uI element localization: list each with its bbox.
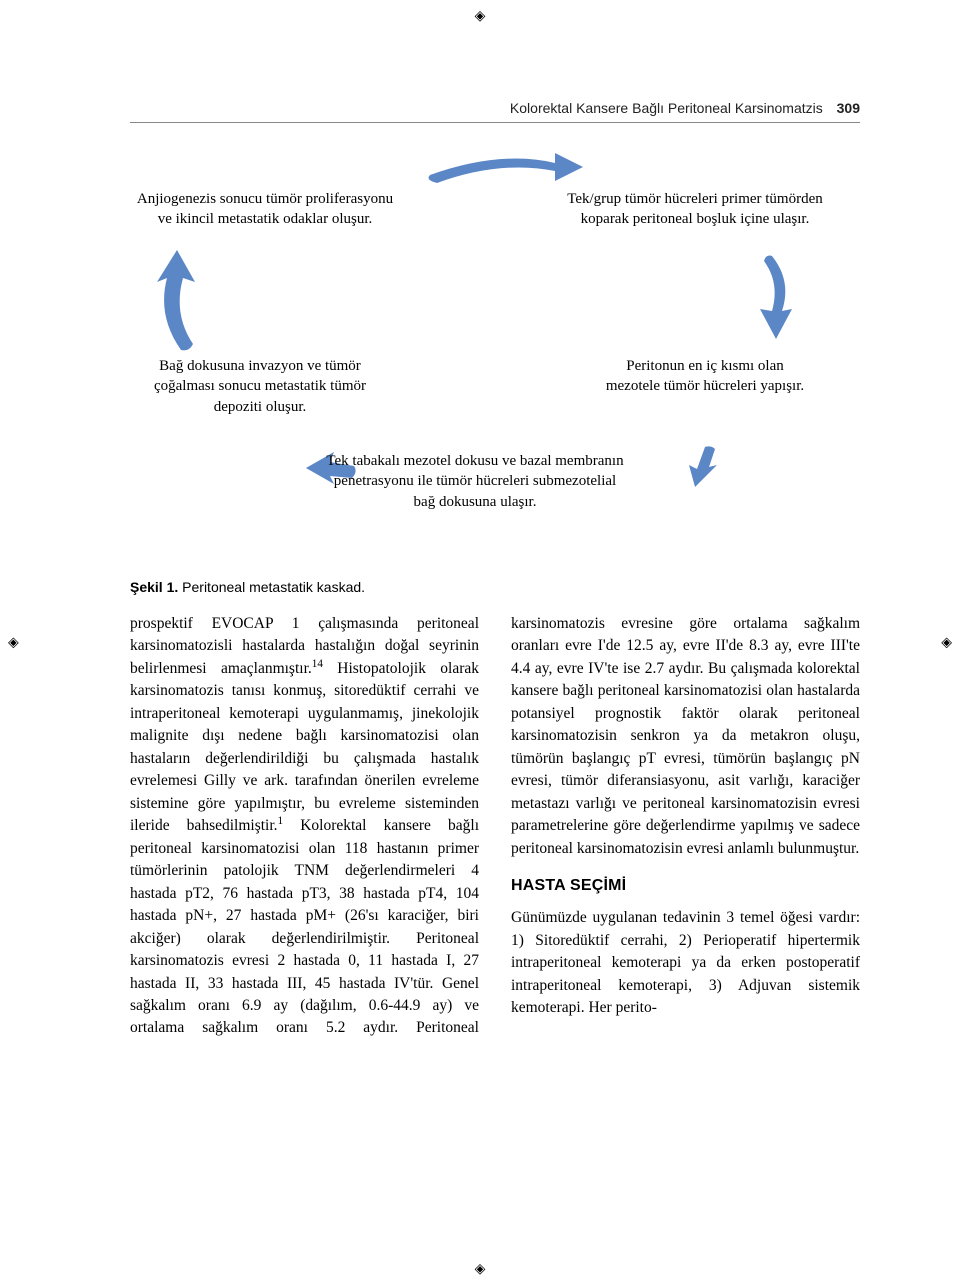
arrow-bottom-right-icon <box>675 441 725 491</box>
diagram-node-4-text: Peritonun en iç kısmı olan mezotele tümö… <box>606 358 804 394</box>
diagram-node-3-text: Bağ dokusuna invazyon ve tümör çoğalması… <box>154 358 366 415</box>
diagram-node-5: Tek tabakalı mezotel dokusu ve bazal mem… <box>325 451 625 512</box>
running-head-title: Kolorektal Kansere Bağlı Peritoneal Kars… <box>510 100 823 116</box>
registration-mark-bottom: ◈ <box>475 1261 486 1278</box>
citation-14: 14 <box>312 658 323 670</box>
body-para1-b: Histopatolojik olarak karsinomatozis tan… <box>130 660 479 834</box>
diagram-node-3: Bağ dokusuna invazyon ve tümör çoğalması… <box>130 356 390 417</box>
figure-caption-text: Peritoneal metastatik kaskad. <box>182 579 365 595</box>
diagram-node-2: Tek/grup tümör hücreleri primer tümörden… <box>565 189 825 230</box>
registration-mark-left: ◈ <box>8 635 19 652</box>
diagram-node-5-text: Tek tabakalı mezotel dokusu ve bazal mem… <box>326 453 623 510</box>
arrow-left-up-icon <box>145 246 205 356</box>
diagram-node-1: Anjiogenezis sonucu tümör proliferasyonu… <box>130 189 400 230</box>
figure-caption-label: Şekil 1. <box>130 579 178 595</box>
arrow-top-icon <box>415 145 585 185</box>
diagram-node-1-text: Anjiogenezis sonucu tümör proliferasyonu… <box>137 191 393 227</box>
diagram-node-4: Peritonun en iç kısmı olan mezotele tümö… <box>605 356 805 397</box>
diagram-node-2-text: Tek/grup tümör hücreleri primer tümörden… <box>567 191 823 227</box>
page-content: Kolorektal Kansere Bağlı Peritoneal Kars… <box>130 100 860 1216</box>
cascade-diagram: Anjiogenezis sonucu tümör proliferasyonu… <box>130 151 860 571</box>
arrow-right-down-icon <box>750 251 800 341</box>
registration-mark-top: ◈ <box>475 8 486 25</box>
running-head: Kolorektal Kansere Bağlı Peritoneal Kars… <box>130 100 860 123</box>
body-para1-d: tozis evresine göre ortalama sağkalım or… <box>511 615 860 857</box>
body-columns: prospektif EVOCAP 1 çalışmasında periton… <box>130 613 860 1040</box>
page-number: 309 <box>837 100 860 116</box>
section-heading: HASTA SEÇİMİ <box>511 874 860 897</box>
body-paragraph-2: Günümüzde uygulanan tedavinin 3 temel öğ… <box>511 907 860 1019</box>
registration-mark-right: ◈ <box>941 635 952 652</box>
figure-caption: Şekil 1. Peritoneal metastatik kaskad. <box>130 579 860 595</box>
